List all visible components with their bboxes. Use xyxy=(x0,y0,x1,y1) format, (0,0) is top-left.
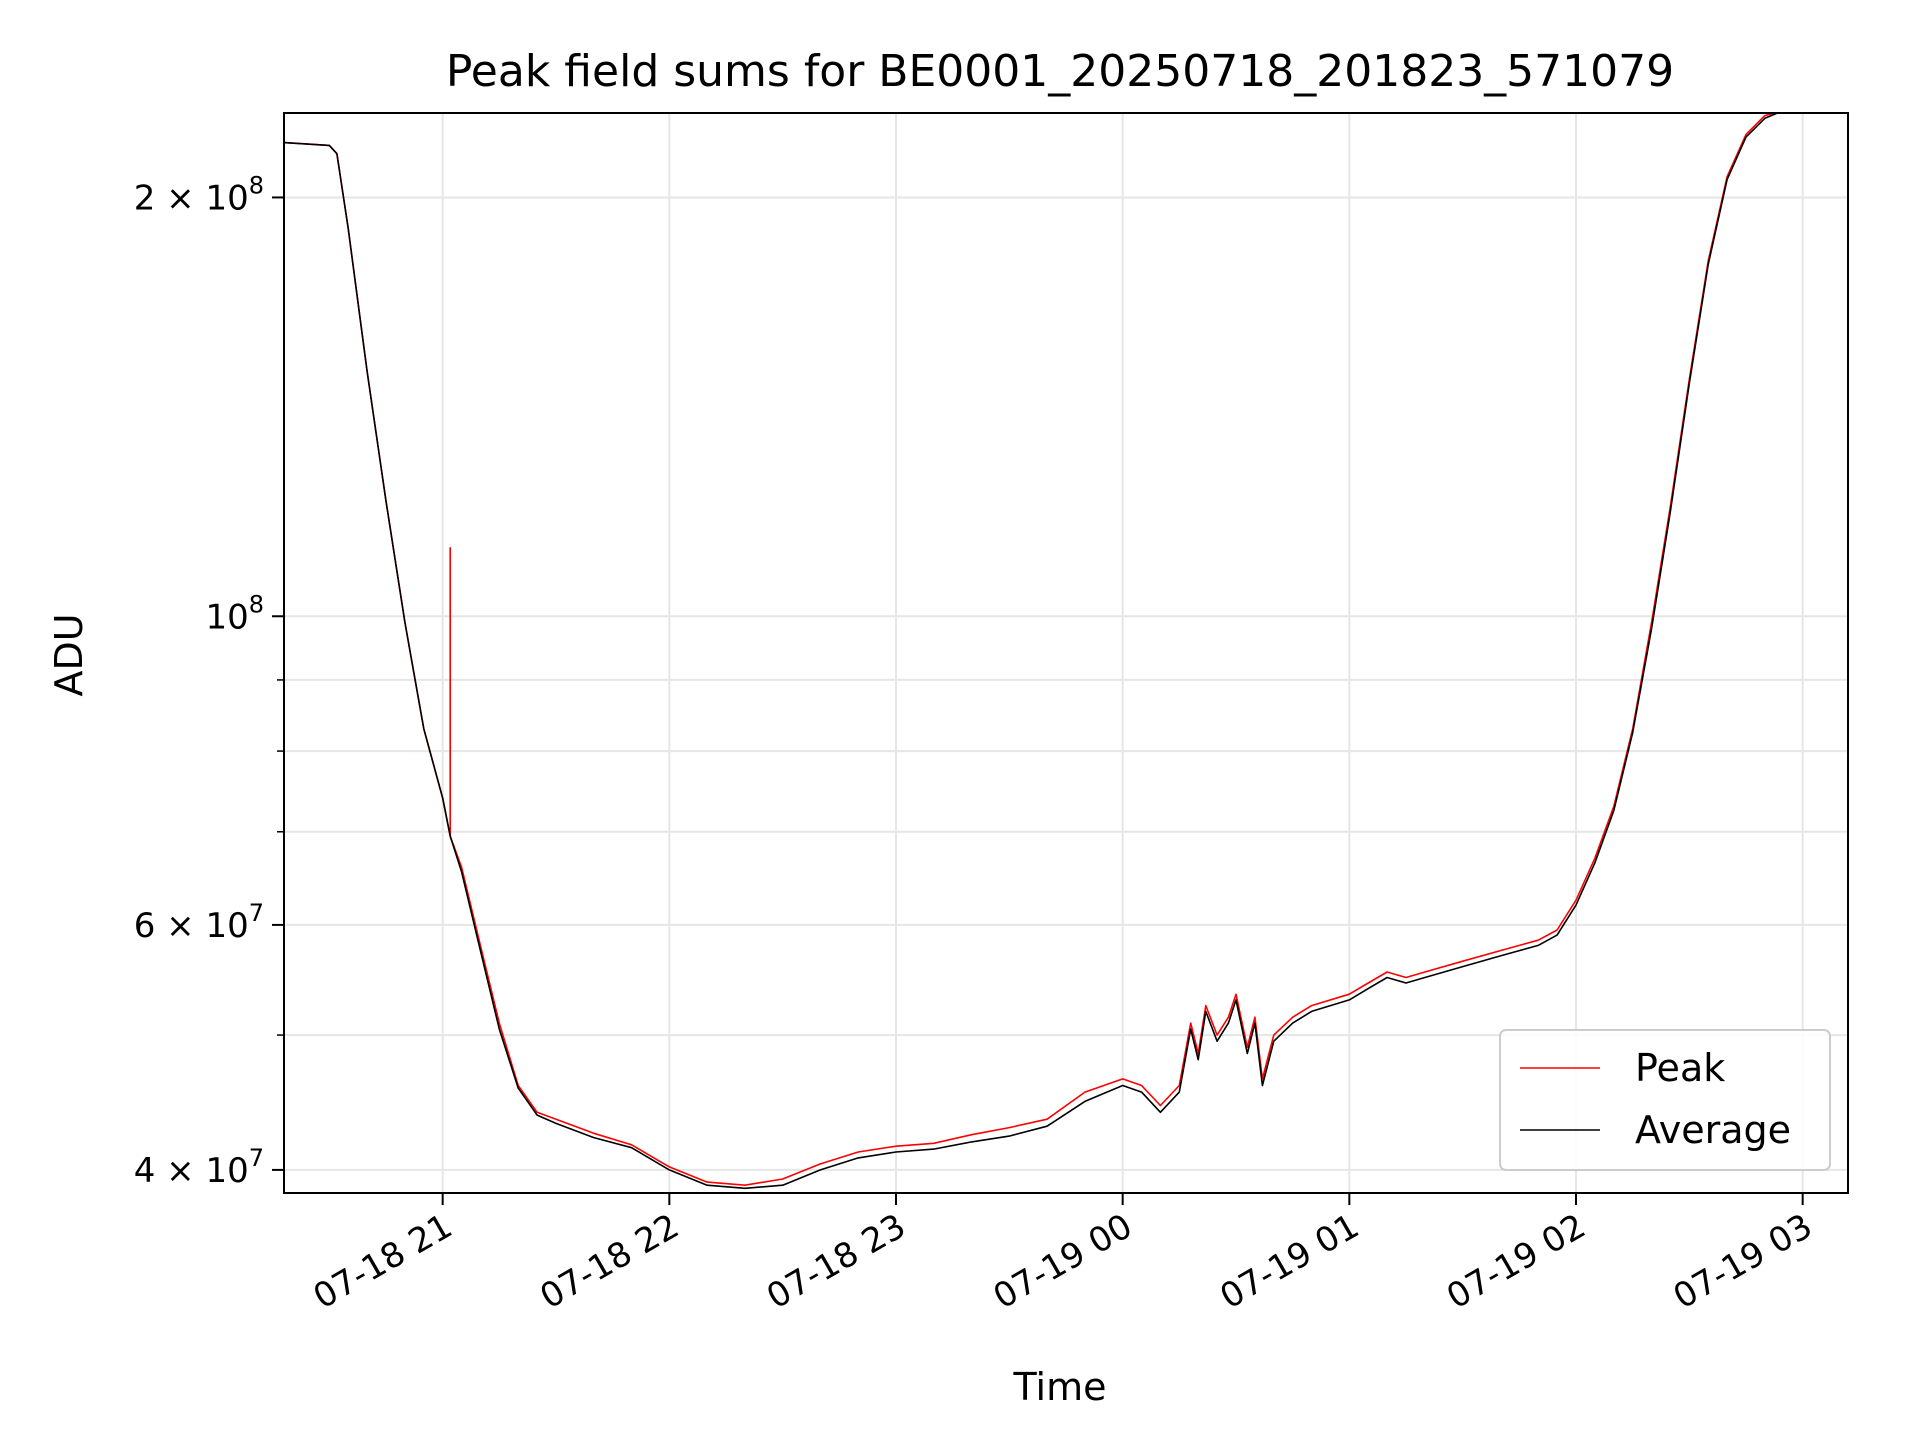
legend: Peak Average xyxy=(1499,1029,1831,1171)
y-axis: 4 × 107 6 × 107 108 2 × 108 xyxy=(134,171,284,1191)
chart-title: Peak field sums for BE0001_20250718_2018… xyxy=(446,46,1674,97)
y-axis-label: ADU xyxy=(47,613,91,696)
series-line-average xyxy=(284,113,1780,1190)
series-line-peak xyxy=(284,113,1778,1186)
legend-box xyxy=(1499,1029,1831,1171)
grid xyxy=(284,113,1848,1193)
y-tick-label: 6 × 107 xyxy=(134,899,264,946)
plot-area xyxy=(284,113,1780,1190)
y-tick-label: 4 × 107 xyxy=(134,1144,264,1191)
y-tick-label: 108 xyxy=(205,590,264,637)
x-axis-label: Time xyxy=(1013,1365,1107,1409)
legend-label-peak: Peak xyxy=(1635,1046,1725,1090)
plot-frame xyxy=(283,112,1849,1194)
y-tick-label: 2 × 108 xyxy=(134,171,264,218)
legend-label-average: Average xyxy=(1635,1108,1791,1152)
